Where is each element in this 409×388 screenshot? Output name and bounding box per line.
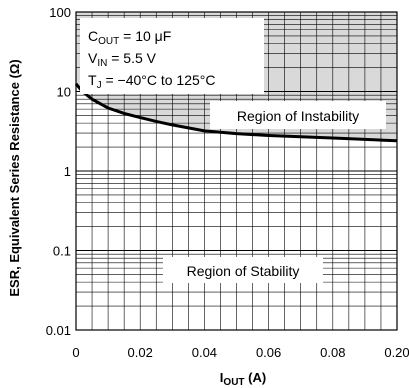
x-tick-label: 0.06 [256, 345, 281, 360]
y-tick-label: 10 [57, 85, 71, 100]
condition-vin: VIN = 5.5 V [88, 50, 157, 69]
y-tick-label: 0.01 [46, 323, 71, 338]
esr-curve [74, 82, 398, 143]
y-tick-label: 0.1 [53, 244, 71, 259]
conditions-box: COUT = 10 μF VIN = 5.5 V TJ = −40°C to 1… [80, 18, 264, 94]
region-instability-label: Region of Instability [237, 108, 359, 124]
x-tick-label: 0.02 [128, 345, 153, 360]
x-tick-label: 0.08 [320, 345, 345, 360]
region-stability-label-box: Region of Stability [163, 257, 323, 283]
x-tick-label: 0 [72, 345, 79, 360]
region-instability-label-box: Region of Instability [210, 101, 386, 129]
condition-tj: TJ = −40°C to 125°C [88, 72, 216, 91]
y-tick-label: 1 [64, 164, 71, 179]
x-axis-title: IOUT (A) [220, 370, 266, 388]
y-axis-title: ESR, Equivalent Series Resistance (Ω) [7, 59, 22, 296]
condition-cout: COUT = 10 μF [88, 28, 171, 47]
x-tick-label: 0.04 [192, 345, 217, 360]
x-tick-label: 0.20 [384, 345, 409, 360]
region-stability-label: Region of Stability [187, 263, 300, 279]
plot-frame [75, 11, 398, 331]
y-tick-label: 100 [49, 5, 71, 20]
